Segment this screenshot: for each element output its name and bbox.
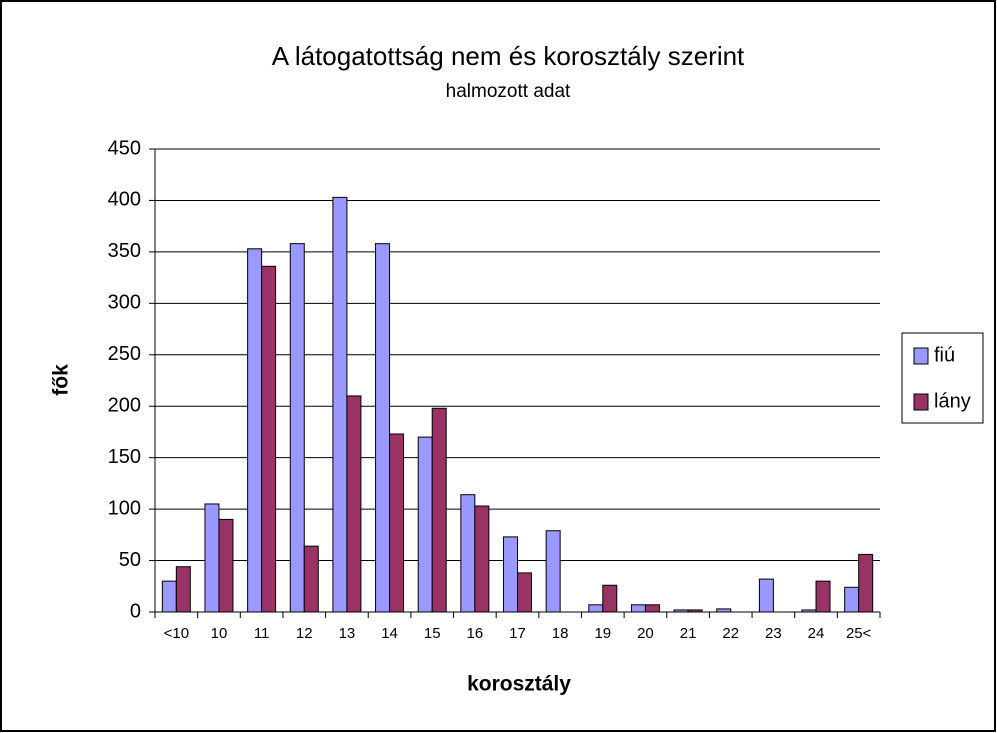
chart-subtitle: halmozott adat — [446, 81, 571, 102]
bar — [289, 243, 305, 613]
bar — [602, 584, 618, 613]
y-tick-label: 300 — [108, 292, 141, 314]
x-axis-label: korosztály — [467, 673, 571, 696]
y-tick-label: 100 — [108, 497, 141, 519]
x-tick-label: 20 — [637, 625, 654, 642]
y-axis-label: fők — [50, 364, 73, 396]
x-tick-label: 11 — [254, 625, 270, 642]
x-tick-label: 16 — [467, 625, 484, 642]
bar — [545, 530, 561, 613]
bar — [261, 265, 277, 613]
bar — [844, 586, 860, 613]
x-tick-label: 21 — [680, 625, 697, 642]
x-tick-label: 14 — [381, 625, 398, 642]
bar — [517, 572, 532, 613]
y-tick-label: 250 — [108, 343, 141, 365]
bar — [218, 518, 234, 613]
bar — [303, 545, 319, 613]
bar — [175, 566, 191, 613]
legend-swatch — [913, 393, 929, 411]
bar — [588, 604, 604, 613]
x-tick-label: 18 — [552, 625, 569, 642]
bar — [858, 553, 874, 613]
bar — [630, 604, 646, 613]
bar — [460, 494, 476, 613]
x-tick-label: 10 — [211, 625, 228, 642]
bar — [474, 505, 490, 613]
y-tick-label: 400 — [108, 189, 141, 211]
bar — [503, 536, 518, 613]
x-tick-label: 13 — [339, 625, 356, 642]
bar — [417, 436, 433, 613]
bar — [247, 248, 263, 613]
y-tick-label: 450 — [108, 137, 141, 159]
bar — [375, 243, 391, 613]
x-tick-label: 19 — [594, 625, 611, 642]
x-tick-label: 17 — [509, 625, 526, 642]
bar — [644, 604, 660, 613]
y-tick-label: 50 — [119, 549, 141, 571]
x-tick-label: 22 — [722, 625, 739, 642]
legend-label: lány — [934, 390, 971, 412]
bar — [815, 580, 831, 613]
legend-label: fiú — [934, 344, 955, 366]
y-tick-label: 350 — [108, 240, 141, 262]
chart-title: A látogatottság nem és korosztály szerin… — [272, 41, 745, 71]
bar — [161, 580, 177, 613]
bar — [346, 395, 362, 613]
y-tick-label: 150 — [108, 446, 141, 468]
legend-swatch — [913, 347, 929, 365]
x-tick-label: 24 — [808, 625, 825, 642]
x-tick-label: 12 — [296, 625, 313, 642]
x-tick-label: 25< — [846, 625, 872, 642]
y-tick-label: 200 — [108, 395, 141, 417]
y-tick-label: 0 — [130, 600, 141, 622]
x-tick-label: 15 — [424, 625, 441, 642]
bar — [389, 433, 405, 613]
bar — [204, 503, 220, 613]
bar — [758, 578, 774, 613]
bar — [332, 196, 348, 613]
x-tick-label: 23 — [765, 625, 782, 642]
bar — [431, 407, 447, 613]
x-tick-label: <10 — [164, 625, 189, 642]
